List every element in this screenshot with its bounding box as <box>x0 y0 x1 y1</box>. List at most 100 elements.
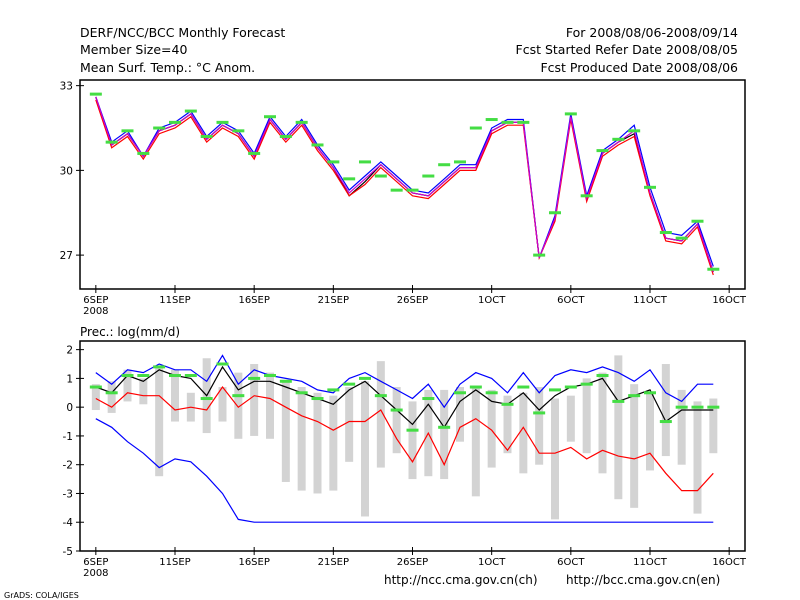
observed-marker <box>311 143 324 147</box>
observed-marker <box>580 382 593 386</box>
observed-marker <box>659 420 672 424</box>
range-bar <box>677 389 686 465</box>
observed-marker <box>216 120 229 124</box>
observed-marker <box>279 134 292 138</box>
observed-marker <box>295 120 308 124</box>
observed-marker <box>184 374 197 378</box>
observed-marker <box>707 267 720 271</box>
grads-credit: GrADS: COLA/IGES <box>4 591 79 600</box>
observed-marker <box>311 397 324 401</box>
observed-marker <box>438 163 451 167</box>
observed-marker <box>374 394 387 398</box>
series-line-mean <box>95 365 714 429</box>
range-bar <box>551 398 559 520</box>
x-tick-label: 16SEP <box>238 295 269 306</box>
x-tick-label: 1OCT <box>478 295 506 306</box>
observed-marker <box>137 151 150 155</box>
observed-marker <box>564 385 577 389</box>
observed-marker <box>438 425 451 429</box>
y-tick-label: -2 <box>63 460 73 472</box>
start-date-label: Fcst Started Refer Date 2008/08/05 <box>515 42 739 57</box>
series-line-magenta <box>95 96 714 273</box>
range-bar <box>661 364 670 457</box>
range-bar <box>266 372 274 439</box>
range-bar <box>535 387 544 465</box>
bcc-url-label[interactable]: http://bcc.cma.gov.cn(en) <box>566 573 720 587</box>
x-tick-label: 6SEP <box>83 557 108 568</box>
x-tick-label: 6SEP <box>83 295 108 306</box>
x-tick-label: 26SEP <box>397 295 428 306</box>
observed-marker <box>232 394 245 398</box>
observed-marker <box>200 134 213 138</box>
observed-marker <box>564 112 577 116</box>
range-bar <box>471 387 480 497</box>
observed-marker <box>454 391 466 395</box>
range-bar <box>693 401 702 514</box>
variable-label: Mean Surf. Temp.: °C Anom. <box>80 60 256 75</box>
observed-marker <box>105 140 118 144</box>
y-tick-label: 1 <box>66 373 73 385</box>
y-tick-label: -5 <box>63 546 73 558</box>
ncc-url-label[interactable]: http://ncc.cma.gov.cn(ch) <box>384 573 538 587</box>
observed-marker <box>675 236 688 240</box>
x-tick-label: 6OCT <box>557 295 585 306</box>
observed-marker <box>422 174 435 178</box>
observed-marker <box>359 376 371 380</box>
observed-marker <box>501 402 514 406</box>
observed-marker <box>612 399 625 403</box>
range-bar <box>345 387 354 462</box>
observed-marker <box>501 120 514 124</box>
range-bar <box>139 378 148 405</box>
observed-marker <box>216 362 229 366</box>
range-bar <box>91 384 100 411</box>
observed-marker <box>184 109 197 113</box>
observed-marker <box>264 374 276 378</box>
precip-chart-title: Prec.: log(mm/d) <box>80 325 180 339</box>
series-line-mean <box>95 96 714 273</box>
observed-marker <box>691 219 704 223</box>
observed-marker <box>485 118 498 122</box>
x-tick-label: 16OCT <box>712 295 747 306</box>
observed-marker <box>153 126 166 130</box>
observed-marker <box>137 374 150 378</box>
observed-marker <box>406 428 419 432</box>
observed-marker <box>517 120 530 124</box>
observed-marker <box>644 391 656 395</box>
series-line-lower <box>95 385 714 492</box>
y-tick-label: 2 <box>66 345 73 357</box>
range-bar <box>614 355 623 500</box>
range-bar <box>709 398 718 454</box>
y-tick-label: 33 <box>60 81 73 93</box>
observed-marker <box>295 391 308 395</box>
range-bar <box>329 395 338 491</box>
range-bar <box>218 387 227 422</box>
observed-marker <box>517 385 530 389</box>
x-tick-label: 11OCT <box>633 295 668 306</box>
observed-marker <box>596 149 609 153</box>
y-tick-label: 27 <box>60 250 73 262</box>
observed-marker <box>406 188 419 192</box>
range-bar <box>171 369 179 422</box>
x-tick-label: 11SEP <box>159 557 190 568</box>
y-tick-label: 30 <box>60 165 73 177</box>
range-bar <box>503 395 512 454</box>
range-bar <box>598 372 607 474</box>
produced-date-label: Fcst Produced Date 2008/08/06 <box>540 60 738 75</box>
observed-marker <box>121 374 134 378</box>
observed-marker <box>580 194 593 198</box>
x-tick-label: 16OCT <box>712 557 747 568</box>
observed-marker <box>469 385 482 389</box>
forecast-period-label: For 2008/08/06-2008/09/14 <box>565 25 738 40</box>
observed-marker <box>248 376 261 380</box>
observed-marker <box>422 397 435 401</box>
observed-marker <box>121 129 134 133</box>
x-tick-label: 26SEP <box>397 557 428 568</box>
observed-marker <box>89 92 102 96</box>
range-bar <box>123 369 132 402</box>
range-bar <box>107 381 116 413</box>
x-tick-label: 11OCT <box>633 557 668 568</box>
range-bar <box>376 361 385 468</box>
observed-marker <box>390 188 403 192</box>
